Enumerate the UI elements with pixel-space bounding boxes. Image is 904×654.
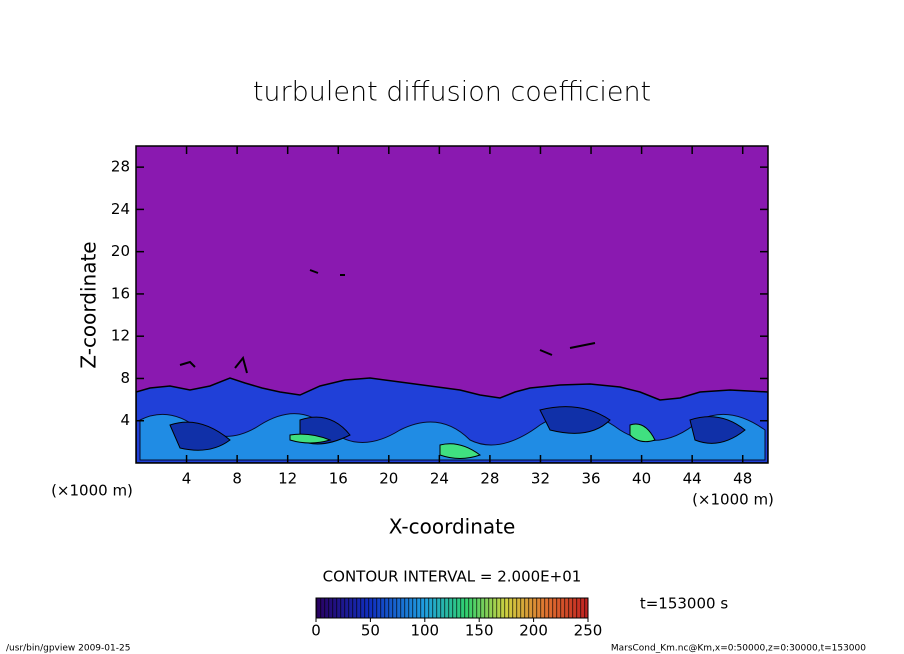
x-tick-label: 36 [581,470,600,488]
x-tick-label: 48 [733,470,752,488]
y-tick-label: 12 [111,327,130,345]
colorbar-tick-label: 0 [311,622,321,640]
field [136,146,768,463]
colorbar-tick-label: 50 [361,622,380,640]
colorbar-tick-label: 150 [465,622,494,640]
x-tick-label: 12 [278,470,297,488]
x-tick-label: 44 [683,470,702,488]
y-axis-label: Z-coordinate [77,241,101,368]
footer-right: MarsCond_Km.nc@Km,x=0:50000,z=0:30000,t=… [611,644,866,654]
y-tick-label: 16 [111,284,130,302]
x-tick-label: 16 [329,470,348,488]
y-tick-label: 24 [111,200,130,218]
x-tick-label: 8 [232,470,242,488]
x-unit-label: (×1000 m) [692,491,774,509]
field-shading [289,423,656,459]
contour-interval: CONTOUR INTERVAL = 2.000E+01 [323,568,582,586]
colorbar-frame [315,597,589,619]
y-tick-label: 20 [111,242,130,260]
x-tick-label: 24 [430,470,449,488]
field-contour [179,269,596,374]
x-tick-label: 20 [379,470,398,488]
x-tick-label: 28 [480,470,499,488]
x-tick-label: 4 [182,470,192,488]
colorbar-tick-label: 250 [574,622,603,640]
time-label: t=153000 s [640,595,728,613]
colorbar-tick-label: 100 [410,622,439,640]
chart-title: turbulent diffusion coefficient [253,77,651,108]
plot-frame [135,145,769,464]
y-tick-label: 8 [120,369,130,387]
x-tick-label: 40 [632,470,651,488]
footer-left: /usr/bin/gpview 2009-01-25 [6,644,130,654]
colorbar-tick-label: 200 [519,622,548,640]
x-axis-label: X-coordinate [389,515,516,539]
y-tick-label: 28 [111,158,130,176]
y-tick-label: 4 [120,411,130,429]
field-shading [139,413,766,461]
x-tick-label: 32 [531,470,550,488]
y-unit-label: (×1000 m) [51,482,133,500]
